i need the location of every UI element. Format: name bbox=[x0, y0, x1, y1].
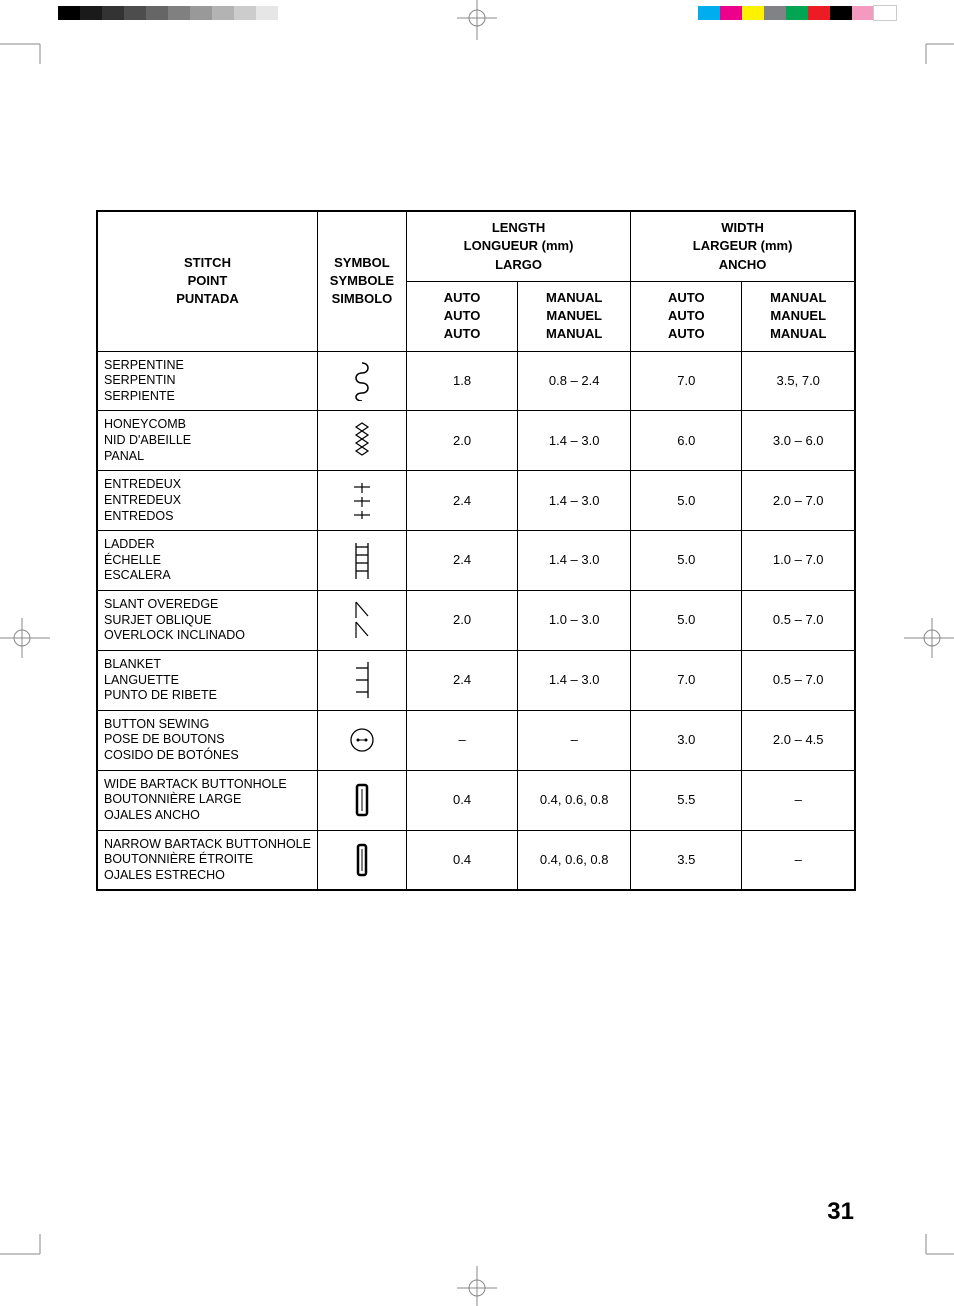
stitch-value: 1.8 bbox=[406, 351, 517, 411]
header-length-auto: AUTO AUTO AUTO bbox=[406, 281, 517, 351]
stitch-names-cell: SLANT OVEREDGESURJET OBLIQUEOVERLOCK INC… bbox=[97, 591, 317, 651]
blanket-icon bbox=[317, 650, 406, 710]
table-row: NARROW BARTACK BUTTONHOLEBOUTONNIÈRE ÉTR… bbox=[97, 830, 855, 890]
stitch-value: 3.5 bbox=[631, 830, 742, 890]
button-sewing-icon bbox=[317, 710, 406, 770]
honeycomb-icon bbox=[317, 411, 406, 471]
reg-mark-top bbox=[452, 0, 502, 40]
crop-corner-bl bbox=[0, 1234, 48, 1282]
stitch-value: 7.0 bbox=[631, 351, 742, 411]
stitch-value: 3.5, 7.0 bbox=[742, 351, 855, 411]
entredeux-icon bbox=[317, 471, 406, 531]
color-swatch-bar bbox=[698, 6, 896, 20]
stitch-value: 1.4 – 3.0 bbox=[518, 471, 631, 531]
stitch-value: 5.0 bbox=[631, 471, 742, 531]
stitch-table: STITCH POINT PUNTADA SYMBOL SYMBOLE SIMB… bbox=[96, 210, 856, 891]
stitch-value: – bbox=[406, 710, 517, 770]
header-stitch-fr: POINT bbox=[104, 273, 311, 289]
stitch-value: 3.0 – 6.0 bbox=[742, 411, 855, 471]
crop-corner-br bbox=[906, 1234, 954, 1282]
stitch-names-cell: LADDERÉCHELLEESCALERA bbox=[97, 531, 317, 591]
header-symbol-fr: SYMBOLE bbox=[324, 273, 400, 289]
stitch-value: 2.0 – 7.0 bbox=[742, 471, 855, 531]
stitch-value: 2.0 bbox=[406, 591, 517, 651]
stitch-table-body: SERPENTINESERPENTINSERPIENTE 1.80.8 – 2.4… bbox=[97, 351, 855, 890]
stitch-value: 5.0 bbox=[631, 531, 742, 591]
crop-corner-tr bbox=[906, 24, 954, 72]
header-width-group: WIDTH LARGEUR (mm) ANCHO bbox=[631, 211, 855, 281]
stitch-names-cell: ENTREDEUXENTREDEUXENTREDOS bbox=[97, 471, 317, 531]
stitch-names-cell: WIDE BARTACK BUTTONHOLEBOUTONNIÈRE LARGE… bbox=[97, 770, 317, 830]
stitch-value: 0.4 bbox=[406, 770, 517, 830]
stitch-value: 1.4 – 3.0 bbox=[518, 411, 631, 471]
table-row: WIDE BARTACK BUTTONHOLEBOUTONNIÈRE LARGE… bbox=[97, 770, 855, 830]
header-width-manual: MANUAL MANUEL MANUAL bbox=[742, 281, 855, 351]
stitch-names-cell: HONEYCOMBNID D'ABEILLEPANAL bbox=[97, 411, 317, 471]
stitch-names-cell: BLANKETLANGUETTEPUNTO DE RIBETE bbox=[97, 650, 317, 710]
table-row: SERPENTINESERPENTINSERPIENTE 1.80.8 – 2.4… bbox=[97, 351, 855, 411]
stitch-names-cell: BUTTON SEWINGPOSE DE BOUTONSCOSIDO DE BO… bbox=[97, 710, 317, 770]
header-stitch-en: STITCH bbox=[104, 255, 311, 271]
stitch-value: 0.4, 0.6, 0.8 bbox=[518, 830, 631, 890]
reg-mark-right bbox=[904, 613, 954, 663]
stitch-value: 2.0 bbox=[406, 411, 517, 471]
stitch-value: 0.4 bbox=[406, 830, 517, 890]
stitch-value: 2.4 bbox=[406, 650, 517, 710]
stitch-value: 5.0 bbox=[631, 591, 742, 651]
table-row: BUTTON SEWINGPOSE DE BOUTONSCOSIDO DE BO… bbox=[97, 710, 855, 770]
stitch-value: 1.0 – 3.0 bbox=[518, 591, 631, 651]
buttonhole-narrow-icon bbox=[317, 830, 406, 890]
gray-swatch-bar bbox=[58, 6, 278, 20]
ladder-icon bbox=[317, 531, 406, 591]
stitch-value: 0.8 – 2.4 bbox=[518, 351, 631, 411]
stitch-value: 2.0 – 4.5 bbox=[742, 710, 855, 770]
stitch-value: 1.4 – 3.0 bbox=[518, 650, 631, 710]
reg-mark-bottom bbox=[452, 1266, 502, 1306]
header-length-group: LENGTH LONGUEUR (mm) LARGO bbox=[406, 211, 630, 281]
stitch-value: 7.0 bbox=[631, 650, 742, 710]
header-symbol-es: SIMBOLO bbox=[324, 291, 400, 307]
stitch-value: – bbox=[518, 710, 631, 770]
stitch-value: – bbox=[742, 770, 855, 830]
header-symbol: SYMBOL SYMBOLE SIMBOLO bbox=[317, 211, 406, 351]
stitch-value: 0.4, 0.6, 0.8 bbox=[518, 770, 631, 830]
stitch-value: 1.0 – 7.0 bbox=[742, 531, 855, 591]
table-row: ENTREDEUXENTREDEUXENTREDOS 2.41.4 – 3.05.… bbox=[97, 471, 855, 531]
stitch-value: 0.5 – 7.0 bbox=[742, 650, 855, 710]
stitch-value: 1.4 – 3.0 bbox=[518, 531, 631, 591]
table-row: HONEYCOMBNID D'ABEILLEPANAL 2.01.4 – 3.06… bbox=[97, 411, 855, 471]
serpentine-icon bbox=[317, 351, 406, 411]
stitch-names-cell: NARROW BARTACK BUTTONHOLEBOUTONNIÈRE ÉTR… bbox=[97, 830, 317, 890]
table-row: SLANT OVEREDGESURJET OBLIQUEOVERLOCK INC… bbox=[97, 591, 855, 651]
buttonhole-wide-icon bbox=[317, 770, 406, 830]
stitch-value: 6.0 bbox=[631, 411, 742, 471]
stitch-value: 2.4 bbox=[406, 471, 517, 531]
header-stitch: STITCH POINT PUNTADA bbox=[97, 211, 317, 351]
slant-overedge-icon bbox=[317, 591, 406, 651]
header-stitch-es: PUNTADA bbox=[104, 291, 311, 307]
table-row: LADDERÉCHELLEESCALERA 2.41.4 – 3.05.01.0 … bbox=[97, 531, 855, 591]
table-row: BLANKETLANGUETTEPUNTO DE RIBETE 2.41.4 – … bbox=[97, 650, 855, 710]
stitch-value: 0.5 – 7.0 bbox=[742, 591, 855, 651]
header-symbol-en: SYMBOL bbox=[324, 255, 400, 271]
stitch-names-cell: SERPENTINESERPENTINSERPIENTE bbox=[97, 351, 317, 411]
crop-corner-tl bbox=[0, 24, 48, 72]
header-width-auto: AUTO AUTO AUTO bbox=[631, 281, 742, 351]
stitch-value: 5.5 bbox=[631, 770, 742, 830]
reg-mark-left bbox=[0, 613, 50, 663]
stitch-value: – bbox=[742, 830, 855, 890]
header-length-manual: MANUAL MANUEL MANUAL bbox=[518, 281, 631, 351]
page-content: STITCH POINT PUNTADA SYMBOL SYMBOLE SIMB… bbox=[96, 210, 856, 891]
page-number: 31 bbox=[827, 1198, 854, 1226]
stitch-value: 3.0 bbox=[631, 710, 742, 770]
stitch-value: 2.4 bbox=[406, 531, 517, 591]
